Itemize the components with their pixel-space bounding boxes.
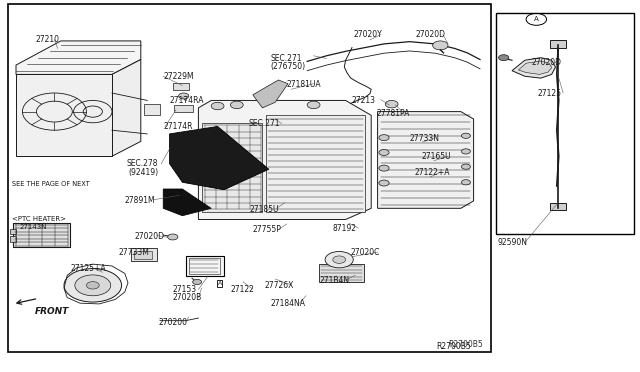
Bar: [319, 264, 364, 282]
Text: 27726X: 27726X: [264, 281, 294, 290]
Text: 27181UA: 27181UA: [286, 80, 321, 89]
Text: 27143N: 27143N: [19, 224, 47, 230]
Text: 27184NA: 27184NA: [271, 299, 306, 308]
Bar: [13, 223, 70, 247]
Text: 27229M: 27229M: [163, 72, 194, 81]
Circle shape: [461, 133, 470, 138]
Bar: [134, 251, 152, 259]
Text: <PTC HEATER>: <PTC HEATER>: [12, 217, 65, 222]
Polygon shape: [378, 112, 474, 208]
Text: 271B4N: 271B4N: [320, 276, 350, 285]
Bar: [173, 83, 189, 90]
Circle shape: [499, 55, 509, 61]
Circle shape: [193, 279, 202, 285]
Text: (276750): (276750): [270, 62, 305, 71]
Text: 27174R: 27174R: [163, 122, 193, 131]
Circle shape: [379, 135, 389, 141]
Circle shape: [379, 165, 389, 171]
Circle shape: [379, 150, 389, 155]
Bar: [189, 258, 220, 274]
Circle shape: [179, 93, 189, 99]
Circle shape: [307, 101, 320, 109]
Polygon shape: [512, 58, 556, 78]
Bar: [8, 4, 491, 352]
Polygon shape: [16, 74, 112, 156]
Text: SEC.278: SEC.278: [127, 159, 158, 168]
Circle shape: [433, 41, 448, 50]
Text: SEC.271: SEC.271: [248, 119, 280, 128]
Polygon shape: [163, 189, 211, 216]
Text: 27020D: 27020D: [134, 232, 164, 241]
Polygon shape: [198, 100, 371, 219]
Circle shape: [333, 256, 346, 263]
Text: 27185U: 27185U: [250, 205, 279, 214]
Text: 27165U: 27165U: [421, 153, 451, 161]
Circle shape: [168, 234, 178, 240]
Circle shape: [230, 101, 243, 109]
Text: A: A: [218, 281, 222, 286]
Text: 27213: 27213: [352, 96, 376, 105]
Circle shape: [379, 180, 389, 186]
Circle shape: [75, 275, 111, 296]
Bar: [10, 229, 16, 234]
Circle shape: [461, 149, 470, 154]
Text: 270200: 270200: [159, 318, 188, 327]
Polygon shape: [518, 61, 552, 74]
Text: 27020C: 27020C: [351, 248, 380, 257]
Text: A: A: [534, 16, 539, 22]
Text: 27122+A: 27122+A: [415, 169, 450, 177]
Text: 27733M: 27733M: [118, 248, 149, 257]
Bar: [186, 256, 224, 276]
Text: 27210: 27210: [35, 35, 60, 44]
Bar: [144, 104, 160, 115]
Bar: [496, 13, 634, 234]
Bar: [266, 115, 365, 212]
Text: 27020D: 27020D: [531, 58, 561, 67]
Text: 27755P: 27755P: [253, 225, 282, 234]
Text: R2700B5: R2700B5: [449, 340, 483, 349]
Polygon shape: [112, 60, 141, 156]
Text: 27020Y: 27020Y: [353, 30, 382, 39]
Text: 27122: 27122: [230, 285, 254, 294]
Polygon shape: [16, 41, 141, 74]
Text: 27125+A: 27125+A: [70, 264, 106, 273]
Circle shape: [461, 164, 470, 169]
Bar: [131, 248, 157, 261]
Circle shape: [325, 251, 353, 268]
Text: 27733N: 27733N: [410, 134, 440, 143]
Text: 27153: 27153: [173, 285, 197, 294]
Text: 27125: 27125: [538, 89, 562, 98]
Circle shape: [461, 180, 470, 185]
Circle shape: [385, 100, 398, 108]
Bar: [174, 105, 193, 112]
Text: 27781PA: 27781PA: [376, 109, 410, 118]
Text: 27020D: 27020D: [416, 30, 446, 39]
Polygon shape: [253, 80, 288, 108]
Bar: [10, 236, 16, 242]
Circle shape: [64, 269, 122, 302]
Circle shape: [86, 282, 99, 289]
Bar: [550, 40, 566, 48]
Bar: [202, 123, 262, 212]
Text: R2700B5: R2700B5: [436, 342, 471, 351]
Text: 92590N: 92590N: [498, 238, 528, 247]
Text: SEC.271: SEC.271: [270, 54, 301, 63]
Text: (92419): (92419): [128, 169, 158, 177]
Text: SEE THE PAGE OF NEXT: SEE THE PAGE OF NEXT: [12, 181, 89, 187]
Text: 27020B: 27020B: [173, 293, 202, 302]
Bar: [13, 223, 70, 247]
Polygon shape: [170, 126, 269, 190]
Text: FRONT: FRONT: [35, 307, 70, 316]
Text: 27174RA: 27174RA: [170, 96, 204, 105]
Circle shape: [211, 102, 224, 110]
Text: 27891M: 27891M: [125, 196, 156, 205]
Text: 87192: 87192: [333, 224, 357, 233]
Bar: [550, 203, 566, 210]
